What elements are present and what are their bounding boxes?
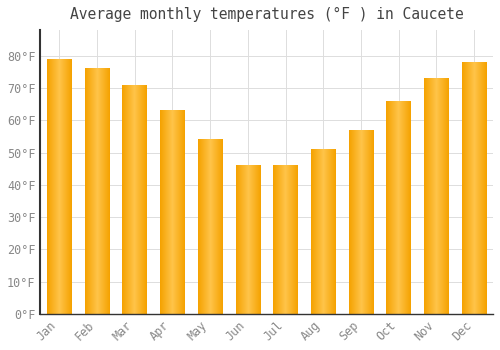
Title: Average monthly temperatures (°F ) in Caucete: Average monthly temperatures (°F ) in Ca… xyxy=(70,7,464,22)
